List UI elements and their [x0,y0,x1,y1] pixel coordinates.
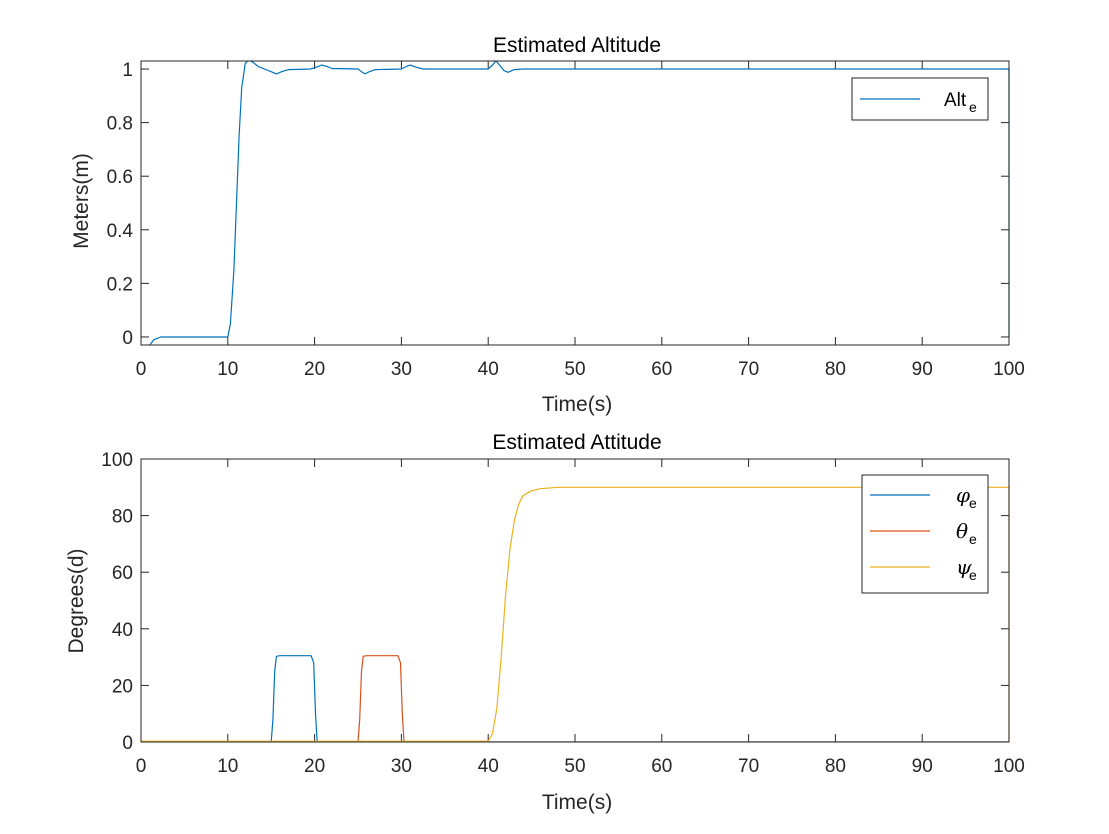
x-tick-label: 50 [564,359,585,380]
legend-label-subscript: e [969,495,977,511]
y-tick-label: 40 [112,620,133,641]
y-tick-label: 20 [112,676,133,697]
x-tick-label: 100 [993,359,1025,380]
y-tick-label: 60 [112,563,133,584]
x-tick-label: 10 [217,756,238,777]
x-tick-label: 30 [391,359,412,380]
series-line-1 [141,655,1009,742]
attitude-lines [141,486,1010,742]
x-tick-label: 0 [136,756,147,777]
attitude-axes-frame [140,458,1010,743]
legend-label-subscript: e [969,567,977,583]
x-tick-label: 90 [912,756,933,777]
x-tick-label: 80 [825,756,846,777]
attitude-legend: φeθ eψe [861,474,989,594]
x-tick-label: 100 [993,756,1025,777]
y-tick-label: 0.8 [107,114,133,135]
x-tick-label: 20 [304,756,325,777]
legend-label: ψ [956,555,972,579]
legend-label: φ [956,483,970,507]
x-tick-label: 70 [738,756,759,777]
legend-label-subscript: e [969,99,977,115]
x-tick-label: 80 [825,359,846,380]
y-tick-label: 0 [122,328,133,349]
attitude-title: Estimated Attitude [492,431,661,454]
attitude-subplot: Estimated Attitude Time(s) Degrees(d) 0 1… [65,431,1025,814]
legend-label: θ [956,519,968,543]
x-tick-label: 30 [391,756,412,777]
y-tick-label: 0 [122,733,133,754]
x-tick-label: 40 [478,756,499,777]
series-line-0 [141,655,1009,742]
altitude-subplot: Estimated Altitude Time(s) Meters(m) 0 10… [70,34,1025,416]
y-tick-label: 1 [122,60,133,81]
x-tick-label: 60 [651,756,672,777]
y-tick-label: 100 [101,450,133,471]
y-tick-label: 0.4 [107,221,134,242]
altitude-xlabel: Time(s) [542,393,612,416]
altitude-title: Estimated Altitude [493,34,661,57]
x-tick-label: 50 [564,756,585,777]
x-tick-label: 20 [304,359,325,380]
y-tick-label: 0.6 [107,167,133,188]
altitude-ylabel: Meters(m) [70,153,93,249]
y-tick-label: 0.2 [107,274,133,295]
x-tick-label: 60 [651,359,672,380]
x-tick-label: 70 [738,359,759,380]
series-line-0 [141,61,1010,345]
altitude-legend: Alt e [851,77,989,121]
legend-label: Alt [944,90,967,111]
altitude-lines [141,61,1010,345]
altitude-ticks: 0 10 20 30 40 50 60 70 80 90 100 0 0.2 0.4 0.6 0.8 1 [107,60,1025,380]
series-line-2 [141,486,1010,742]
x-tick-label: 10 [217,359,238,380]
x-tick-label: 0 [136,359,147,380]
y-tick-label: 80 [112,507,133,528]
x-tick-label: 40 [478,359,499,380]
attitude-xlabel: Time(s) [542,791,612,814]
attitude-ylabel: Degrees(d) [65,548,88,653]
legend-label-subscript: e [969,531,977,547]
x-tick-label: 90 [912,359,933,380]
altitude-axes-frame [140,60,1010,346]
